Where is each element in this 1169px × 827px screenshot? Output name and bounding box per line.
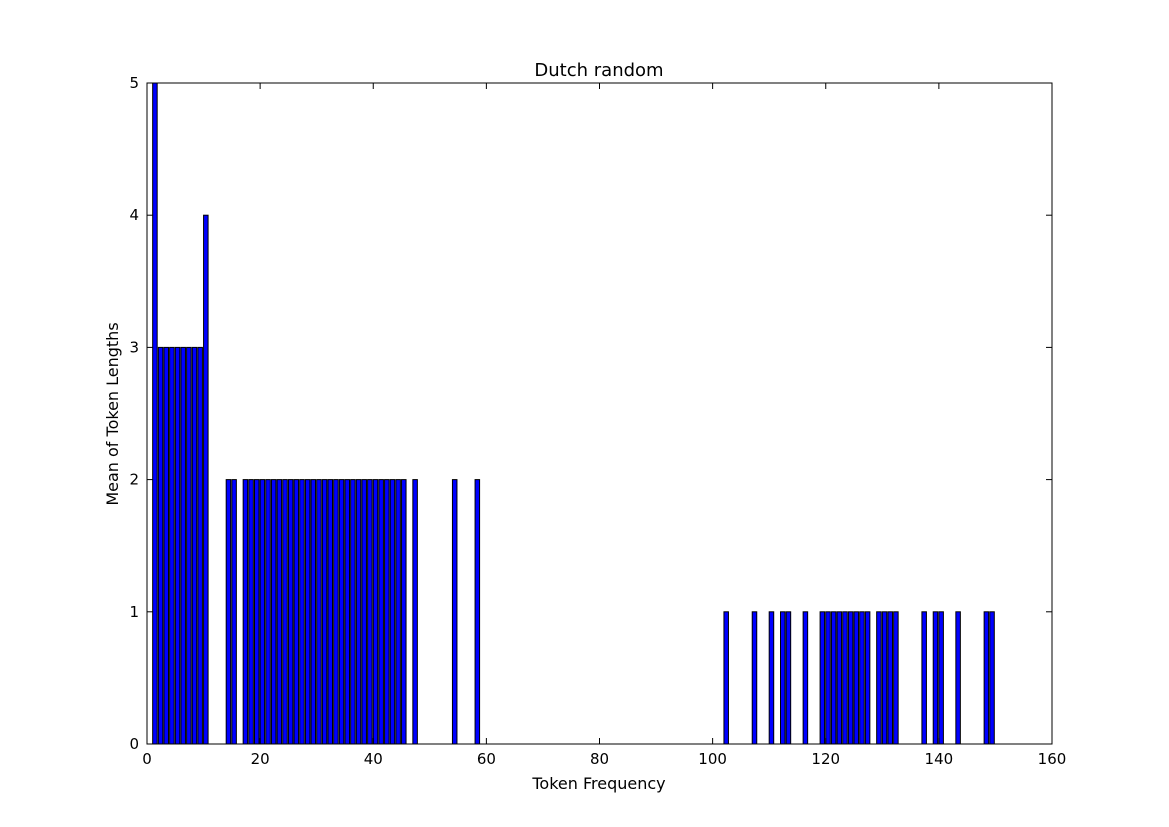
y-axis-title: Mean of Token Lengths [103,322,122,505]
bar [887,611,893,745]
bar [203,214,209,745]
bar [830,611,837,745]
x-tick-label: 140 [925,750,954,768]
bar [836,611,843,745]
bar [378,479,384,745]
x-tick-label: 20 [251,750,270,768]
bar [344,479,350,745]
bar [310,479,317,745]
bar [338,479,345,745]
bar [304,479,311,745]
bar [361,479,367,745]
bar [152,82,158,745]
bar [819,611,826,745]
bar [989,611,995,745]
bar [859,611,865,745]
y-tick-label: 4 [129,206,139,224]
y-tick-label: 5 [129,74,139,92]
bar [276,479,283,745]
bar [180,346,186,745]
x-tick-label: 160 [1038,750,1067,768]
bar [355,479,362,745]
bar [299,479,305,745]
bar [287,479,294,745]
bar [384,479,390,745]
x-tick-label: 60 [477,750,496,768]
bar [847,611,854,745]
y-tick-label: 3 [129,338,139,356]
bar [938,611,944,745]
x-tick-label: 120 [811,750,840,768]
x-axis-title: Token Frequency [531,774,665,793]
bar [327,479,334,745]
bar [842,611,848,745]
bar [780,611,786,745]
bar [983,611,990,745]
bar [191,346,198,745]
x-tick-label: 0 [142,750,152,768]
bar [321,479,328,745]
bar [395,479,401,745]
bar [316,479,322,745]
bar [451,479,458,745]
bar [248,479,254,745]
bar [825,611,831,745]
x-tick-label: 80 [590,750,609,768]
bar [751,611,758,745]
y-tick-label: 0 [129,735,139,753]
bar [265,479,271,745]
bar [367,479,373,745]
bar [259,479,266,745]
bar [231,479,237,745]
bar [723,611,729,745]
bar [169,346,175,745]
bar [225,479,232,745]
bar [412,479,418,745]
bar [802,611,809,745]
bar [853,611,860,745]
bar [333,479,339,745]
bar [474,479,481,745]
bar [785,611,792,745]
bar [372,479,379,745]
bar [876,611,882,745]
bar [186,346,192,745]
axis-tick-labels: 0 20 40 60 80 100 120 140 160 0 1 2 3 4 5 [129,74,1066,768]
bar [768,611,775,745]
bar [932,611,939,745]
x-tick-label: 100 [698,750,727,768]
bar [921,611,927,745]
bar [893,611,899,745]
x-tick-label: 40 [364,750,383,768]
bar [881,611,888,745]
chart-title: Dutch random [534,60,663,81]
bar [174,346,181,745]
bar [253,479,260,745]
y-tick-label: 1 [129,603,139,621]
bar [401,479,407,745]
bar [163,346,169,745]
bar [197,346,203,745]
bar [955,611,961,745]
bar [864,611,871,745]
y-tick-label: 2 [129,471,139,489]
bar [389,479,396,745]
bar [350,479,356,745]
bar [242,479,249,745]
bar [293,479,300,745]
axis-ticks [146,82,1053,745]
bar [157,346,164,745]
bars-group [152,82,995,745]
bar [270,479,277,745]
bar [282,479,288,745]
